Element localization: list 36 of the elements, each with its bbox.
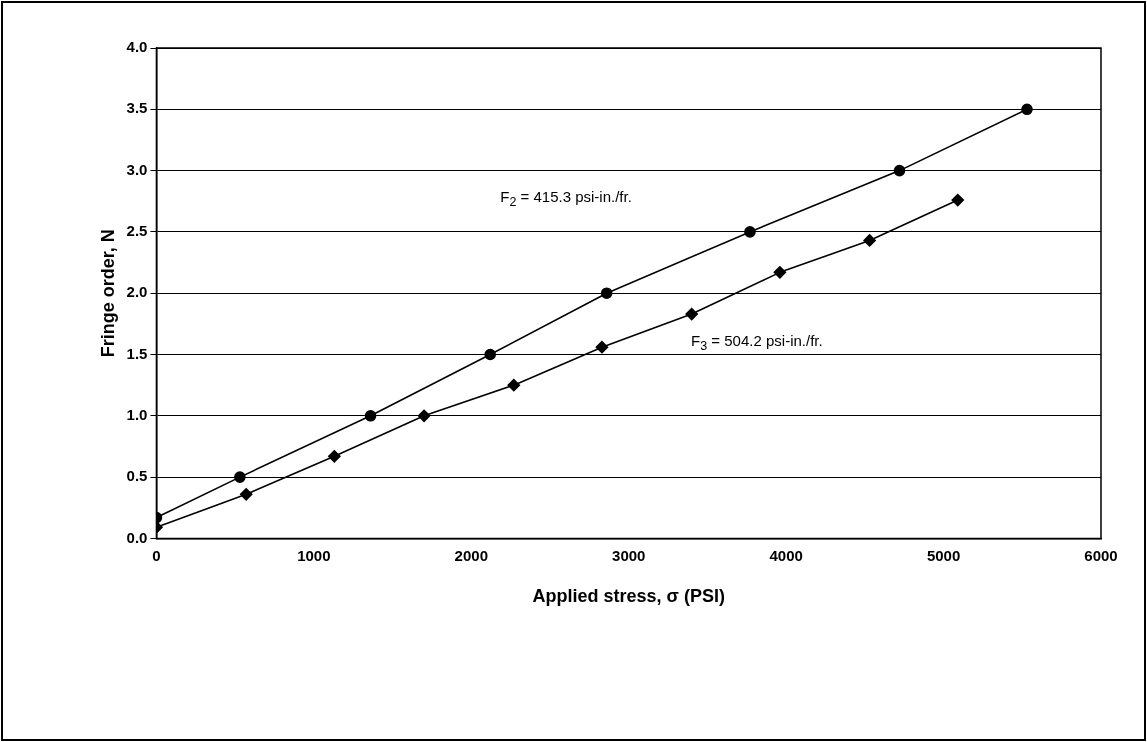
y-tick-label: 4.0 (126, 38, 148, 56)
point (484, 348, 496, 361)
point (234, 471, 246, 483)
point (893, 164, 906, 177)
x-tick-label: 1000 (297, 546, 331, 564)
x-tick-label: 5000 (926, 546, 961, 564)
annotation: F$_{2}$ = 415.3 psi-in./fr. (500, 187, 632, 209)
y-tick-label: 1.5 (126, 344, 148, 362)
point (364, 410, 377, 422)
x-tick-label: 3000 (612, 546, 646, 564)
point (595, 340, 609, 354)
point (600, 287, 613, 299)
y-tick-label: 0.0 (126, 528, 148, 546)
x-tick-label: 6000 (1084, 546, 1118, 564)
y-axis-title: Fringe order, N (97, 229, 118, 358)
point (328, 449, 341, 463)
x-tick-label: 0 (152, 546, 161, 564)
point (239, 487, 253, 501)
y-tick-label: 3.5 (126, 99, 148, 117)
x-axis-title: Applied stress, σ (PSI) (532, 586, 725, 607)
point (744, 226, 756, 238)
point (417, 409, 431, 423)
point (863, 234, 876, 247)
point (773, 266, 787, 279)
point (951, 193, 965, 207)
y-tick-label: 0.5 (126, 467, 148, 485)
y-tick-label: 2.0 (126, 283, 148, 301)
annotation: F$_{3}$ = 504.2 psi-in./fr. (691, 331, 823, 353)
x-tick-label: 4000 (769, 546, 803, 564)
y-tick-label: 3.0 (126, 160, 148, 178)
point (507, 378, 521, 392)
y-tick-label: 1.0 (126, 405, 148, 423)
point (1021, 103, 1033, 116)
point (685, 307, 698, 321)
x-tick-label: 2000 (454, 546, 488, 564)
y-tick-label: 2.5 (126, 222, 148, 240)
